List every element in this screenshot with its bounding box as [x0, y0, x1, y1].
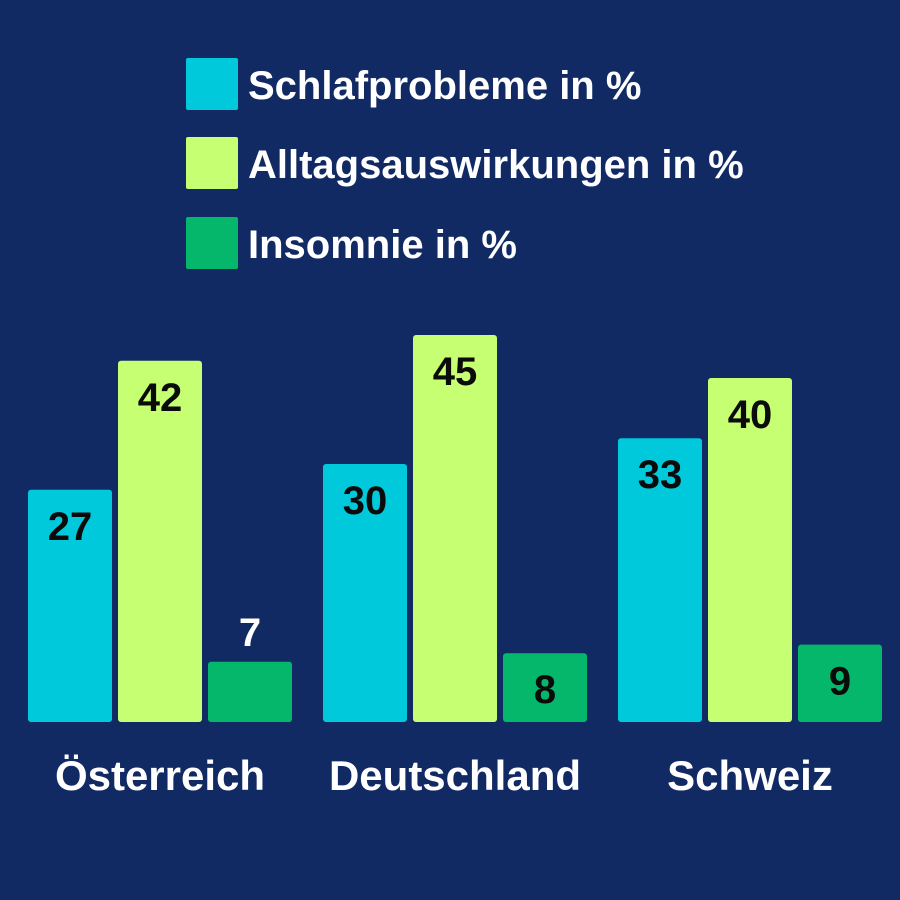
value-label-schlafprobleme-2: 33 — [638, 453, 683, 497]
bar-insomnie-2 — [798, 644, 882, 722]
value-label-alltagsauswirkungen-0: 42 — [138, 376, 183, 420]
bar-alltagsauswirkungen-2 — [708, 378, 792, 722]
category-label-0: Österreich — [55, 752, 265, 799]
category-labels: Österreich Deutschland Schweiz — [55, 752, 833, 799]
value-label-schlafprobleme-1: 30 — [343, 479, 388, 523]
bar-alltagsauswirkungen-1 — [413, 335, 497, 722]
value-label-alltagsauswirkungen-1: 45 — [433, 350, 478, 394]
value-label-insomnie-2: 9 — [829, 660, 851, 704]
legend-swatch-schlafprobleme — [186, 58, 238, 110]
value-label-schlafprobleme-0: 27 — [48, 505, 93, 549]
bar-schlafprobleme-2 — [618, 438, 702, 722]
category-label-2: Schweiz — [667, 752, 833, 799]
value-label-insomnie-0: 7 — [239, 611, 261, 655]
legend-swatch-alltagsauswirkungen — [186, 137, 238, 189]
bar-insomnie-1 — [503, 653, 587, 722]
bar-schlafprobleme-1 — [323, 464, 407, 722]
bar-alltagsauswirkungen-0 — [118, 360, 202, 722]
legend: Schlafprobleme in % Alltagsauswirkungen i… — [186, 58, 744, 269]
legend-swatch-insomnie — [186, 217, 238, 269]
value-labels: 27 42 7 30 45 8 33 40 9 — [48, 350, 851, 712]
bar-schlafprobleme-0 — [28, 489, 112, 722]
value-label-insomnie-1: 8 — [534, 668, 556, 712]
bar-insomnie-0 — [208, 661, 292, 722]
bars — [28, 335, 882, 722]
value-label-alltagsauswirkungen-2: 40 — [728, 393, 773, 437]
legend-label-insomnie: Insomnie in % — [248, 223, 517, 267]
legend-label-schlafprobleme: Schlafprobleme in % — [248, 64, 641, 108]
category-label-1: Deutschland — [329, 752, 581, 799]
legend-label-alltagsauswirkungen: Alltagsauswirkungen in % — [248, 143, 744, 187]
